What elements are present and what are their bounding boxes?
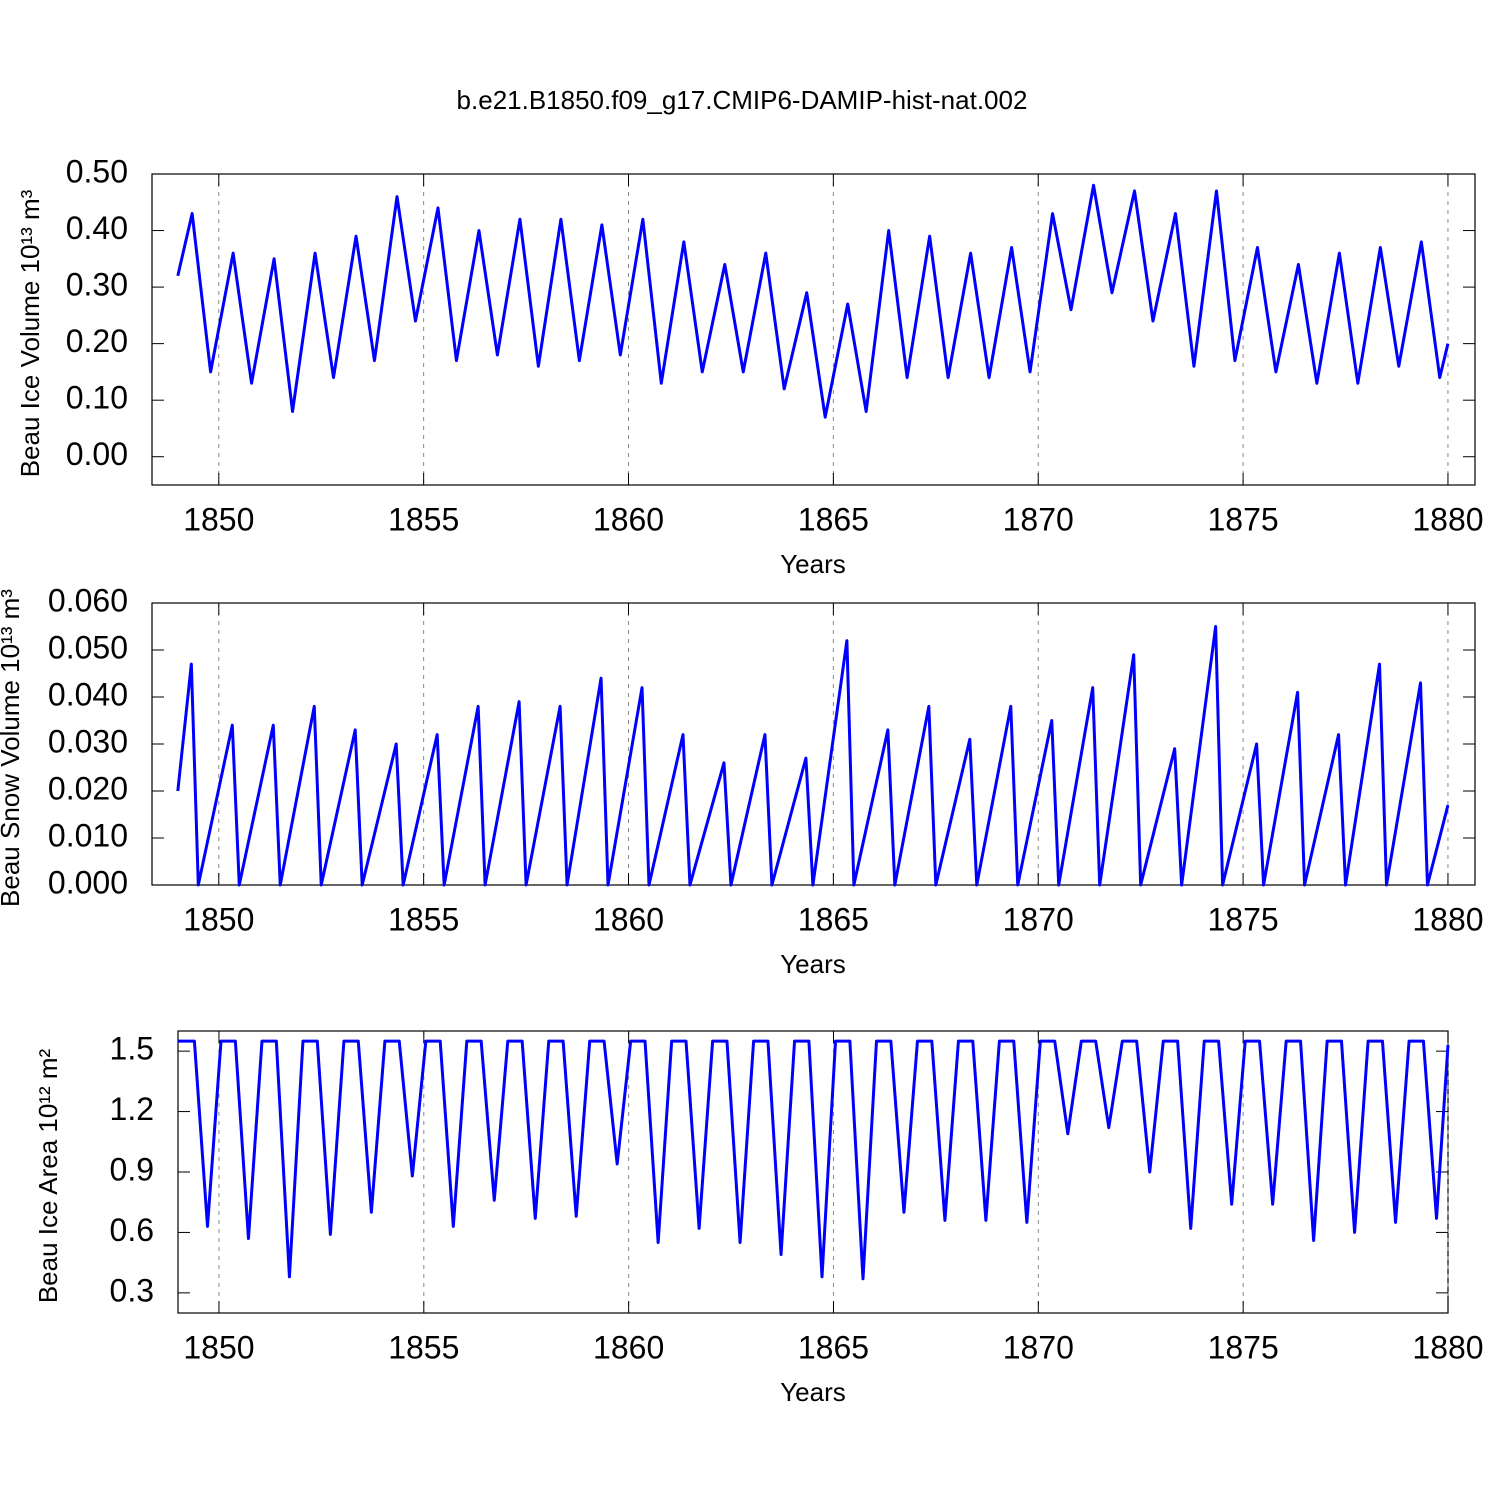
y-tick-label: 0.030 <box>48 723 128 759</box>
x-tick-label: 1850 <box>183 501 254 537</box>
y-tick-label: 0.060 <box>48 582 128 618</box>
x-tick-label: 1870 <box>1003 501 1074 537</box>
x-axis-label: Years <box>780 1377 846 1407</box>
x-axis-label: Years <box>780 549 846 579</box>
x-tick-label: 1860 <box>593 1329 664 1365</box>
x-tick-label: 1875 <box>1208 901 1279 937</box>
y-axis-label: Beau Ice Volume 10¹³ m³ <box>15 189 45 477</box>
y-tick-label: 0.040 <box>48 676 128 712</box>
y-tick-label: 0.050 <box>48 629 128 665</box>
data-line <box>176 625 1450 887</box>
x-tick-label: 1870 <box>1003 1329 1074 1365</box>
x-tick-label: 1880 <box>1412 901 1483 937</box>
y-tick-label: 0.20 <box>66 323 128 359</box>
y-tick-label: 0.3 <box>110 1272 154 1308</box>
x-tick-label: 1865 <box>798 501 869 537</box>
y-tick-label: 0.010 <box>48 817 128 853</box>
x-tick-label: 1850 <box>183 901 254 937</box>
y-tick-label: 0.30 <box>66 267 128 303</box>
y-tick-label: 0.10 <box>66 380 128 416</box>
data-line <box>178 1039 1450 1281</box>
data-line <box>176 183 1450 419</box>
y-tick-label: 0.6 <box>110 1212 154 1248</box>
x-tick-label: 1855 <box>388 901 459 937</box>
x-tick-label: 1865 <box>798 901 869 937</box>
x-tick-label: 1880 <box>1412 501 1483 537</box>
x-tick-label: 1855 <box>388 501 459 537</box>
x-tick-label: 1865 <box>798 1329 869 1365</box>
y-tick-label: 0.40 <box>66 210 128 246</box>
x-tick-label: 1850 <box>183 1329 254 1365</box>
y-tick-label: 0.000 <box>48 864 128 900</box>
y-tick-label: 1.2 <box>110 1091 154 1127</box>
x-tick-label: 1860 <box>593 501 664 537</box>
plot-frame <box>151 173 1476 486</box>
y-axis-label: Beau Ice Area 10¹² m² <box>33 1048 63 1303</box>
x-tick-label: 1875 <box>1208 501 1279 537</box>
x-tick-label: 1875 <box>1208 1329 1279 1365</box>
y-tick-label: 0.50 <box>66 153 128 189</box>
y-tick-label: 0.020 <box>48 770 128 806</box>
x-tick-label: 1855 <box>388 1329 459 1365</box>
x-tick-label: 1860 <box>593 901 664 937</box>
x-tick-label: 1880 <box>1412 1329 1483 1365</box>
figure-title: b.e21.B1850.f09_g17.CMIP6-DAMIP-hist-nat… <box>457 85 1028 115</box>
x-tick-label: 1870 <box>1003 901 1074 937</box>
y-tick-label: 0.9 <box>110 1151 154 1187</box>
y-axis-label: Beau Snow Volume 10¹³ m³ <box>0 589 25 907</box>
y-tick-label: 1.5 <box>110 1031 154 1067</box>
y-tick-label: 0.00 <box>66 436 128 472</box>
x-axis-label: Years <box>780 949 846 979</box>
